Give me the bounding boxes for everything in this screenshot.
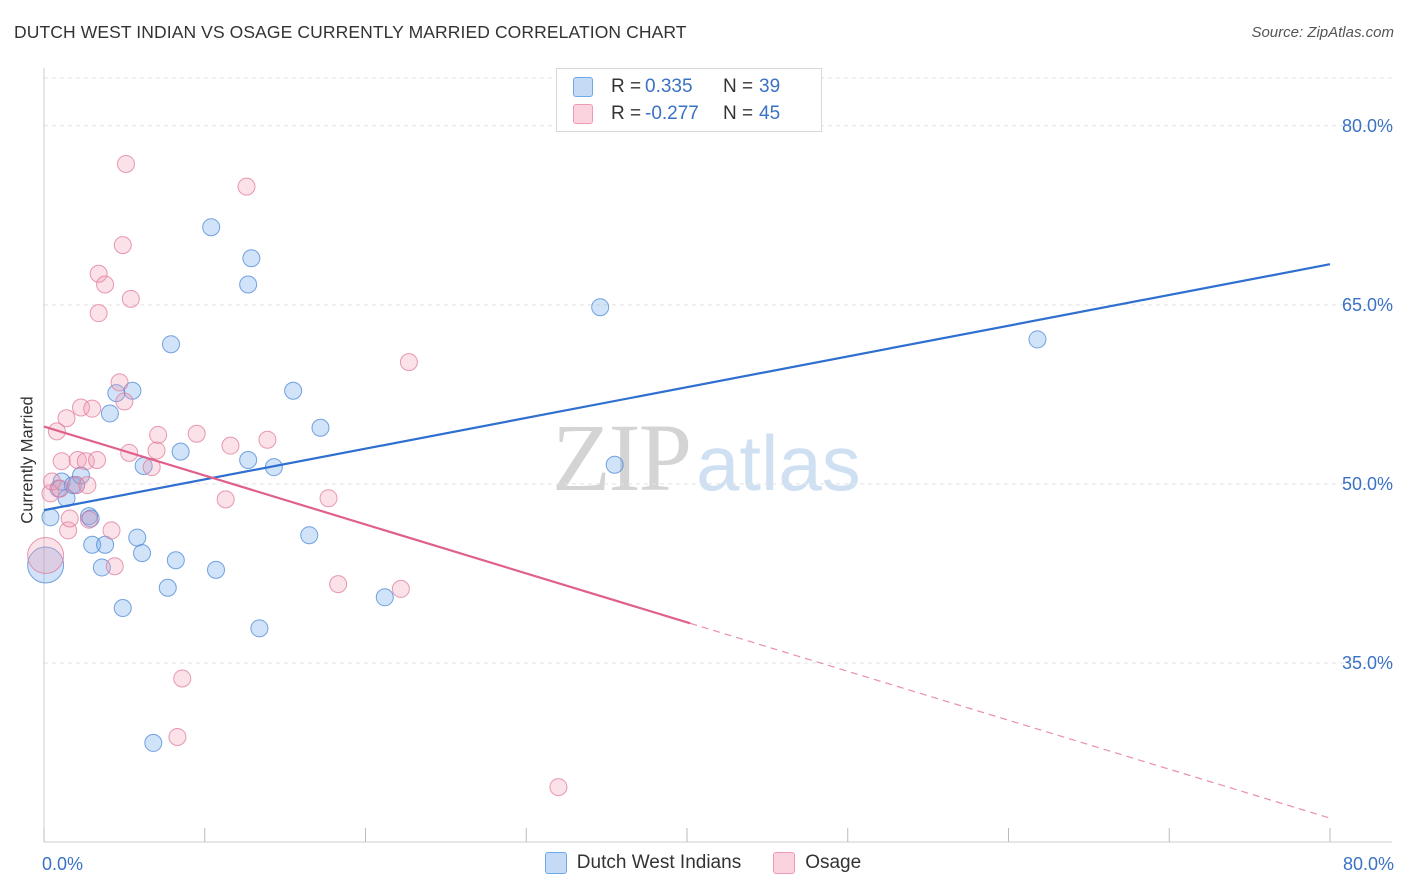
osage-point — [115, 392, 134, 411]
watermark: ZIPatlas — [552, 402, 861, 513]
osage-point — [88, 451, 107, 469]
legend-n-key: N = — [723, 103, 754, 124]
osage-point — [80, 510, 99, 529]
dutch-west-indian-point — [52, 472, 71, 491]
watermark-zip: ZIP — [552, 404, 692, 511]
dutch-west-indian-point — [161, 335, 180, 354]
osage-point — [399, 353, 418, 372]
x-tick-label: 0.0% — [42, 854, 83, 874]
series-legend-osage: Osage — [773, 852, 861, 874]
osage-trendline-extension — [690, 622, 1331, 819]
stats-legend: R = 0.335 N = 39 R = -0.277 N = 45 — [556, 68, 822, 132]
osage-point — [113, 236, 132, 255]
osage-point — [83, 399, 102, 418]
legend-n-key: N = — [723, 76, 754, 97]
dutch-west-indian-point — [605, 455, 624, 474]
dutch-west-indian-point — [144, 733, 163, 752]
y-tick-label: 80.0% — [1342, 116, 1393, 136]
dutch-west-indian-point — [81, 509, 100, 528]
dutch-west-indian-point — [71, 466, 90, 485]
watermark-atlas: atlas — [696, 419, 861, 507]
dutch-west-indian-point — [242, 249, 261, 268]
osage-point — [147, 441, 166, 460]
osage-point — [102, 521, 121, 540]
dutch-west-indian-trendline — [43, 263, 1331, 512]
series-legend-label: Dutch West Indians — [576, 852, 742, 873]
osage-point — [329, 575, 348, 594]
legend-r-value: -0.277 — [645, 103, 699, 124]
dutch-west-indian-point — [92, 558, 111, 577]
dutch-west-indian-point — [250, 619, 269, 638]
y-tick-label: 50.0% — [1342, 474, 1393, 494]
dutch-west-indian-point — [239, 275, 258, 294]
dutch-west-indian-point — [41, 508, 60, 527]
dutch-west-indian-point — [284, 381, 303, 400]
osage-point — [116, 154, 135, 173]
legend-row-osage: R = -0.277 N = 45 — [557, 100, 780, 128]
legend-n-value: 39 — [759, 76, 781, 97]
legend-row-dutch-west-indians: R = 0.335 N = 39 — [557, 73, 780, 101]
dutch-west-indian-point — [300, 526, 319, 545]
dutch-west-indian-point — [100, 404, 119, 423]
legend-r-key: R = — [611, 103, 642, 124]
dutch-west-indian-point — [128, 528, 147, 547]
osage-point — [105, 557, 124, 576]
osage-point — [51, 479, 70, 498]
osage-point — [168, 727, 187, 746]
osage-point — [27, 537, 65, 574]
series-swatch-pink — [773, 852, 796, 874]
legend-n-value: 45 — [759, 103, 781, 124]
dutch-west-indian-point — [375, 588, 394, 607]
legend-r-key: R = — [611, 76, 642, 97]
legend-swatch-pink — [573, 104, 593, 124]
osage-point — [216, 490, 235, 509]
x-tick-label: 80.0% — [1343, 854, 1394, 874]
osage-point — [89, 264, 108, 283]
dutch-west-indian-point — [239, 451, 258, 469]
osage-point — [89, 304, 108, 323]
dutch-west-indian-point — [113, 599, 132, 618]
y-tick-label: 65.0% — [1342, 295, 1393, 315]
osage-point — [57, 409, 76, 428]
dutch-west-indian-point — [202, 218, 221, 237]
dutch-west-indian-point — [207, 560, 226, 579]
osage-point — [173, 669, 192, 688]
osage-point — [237, 177, 256, 196]
osage-point — [258, 430, 277, 449]
osage-point — [78, 476, 97, 495]
legend-swatch-blue — [573, 77, 593, 97]
dutch-west-indian-point — [166, 551, 185, 570]
y-tick-label: 35.0% — [1342, 653, 1393, 673]
osage-point — [96, 275, 115, 294]
osage-trendline — [43, 425, 691, 625]
osage-point — [549, 778, 568, 797]
series-legend-dutch-west-indians: Dutch West Indians — [544, 852, 742, 874]
dutch-west-indian-point — [171, 442, 190, 461]
chart-title: DUTCH WEST INDIAN VS OSAGE CURRENTLY MAR… — [14, 22, 687, 42]
dutch-west-indian-point — [311, 418, 330, 437]
osage-point — [60, 509, 79, 528]
osage-point — [121, 289, 140, 308]
osage-point — [319, 489, 338, 508]
dutch-west-indian-point — [591, 298, 610, 317]
osage-point — [52, 452, 71, 471]
legend-r-value: 0.335 — [645, 76, 693, 97]
series-legend: Dutch West Indians Osage — [0, 852, 1406, 874]
dutch-west-indian-point — [83, 535, 102, 554]
dutch-west-indian-point — [1028, 330, 1047, 349]
osage-point — [391, 579, 410, 598]
osage-point — [110, 373, 129, 392]
osage-point — [221, 436, 240, 455]
source-label: Source: ZipAtlas.com — [1251, 24, 1394, 41]
osage-point — [149, 425, 168, 444]
dutch-west-indian-point — [27, 546, 65, 584]
osage-point — [187, 424, 206, 443]
dutch-west-indian-point — [158, 578, 177, 597]
series-legend-label: Osage — [805, 852, 862, 873]
series-swatch-blue — [544, 852, 567, 874]
dutch-west-indian-point — [133, 544, 152, 563]
